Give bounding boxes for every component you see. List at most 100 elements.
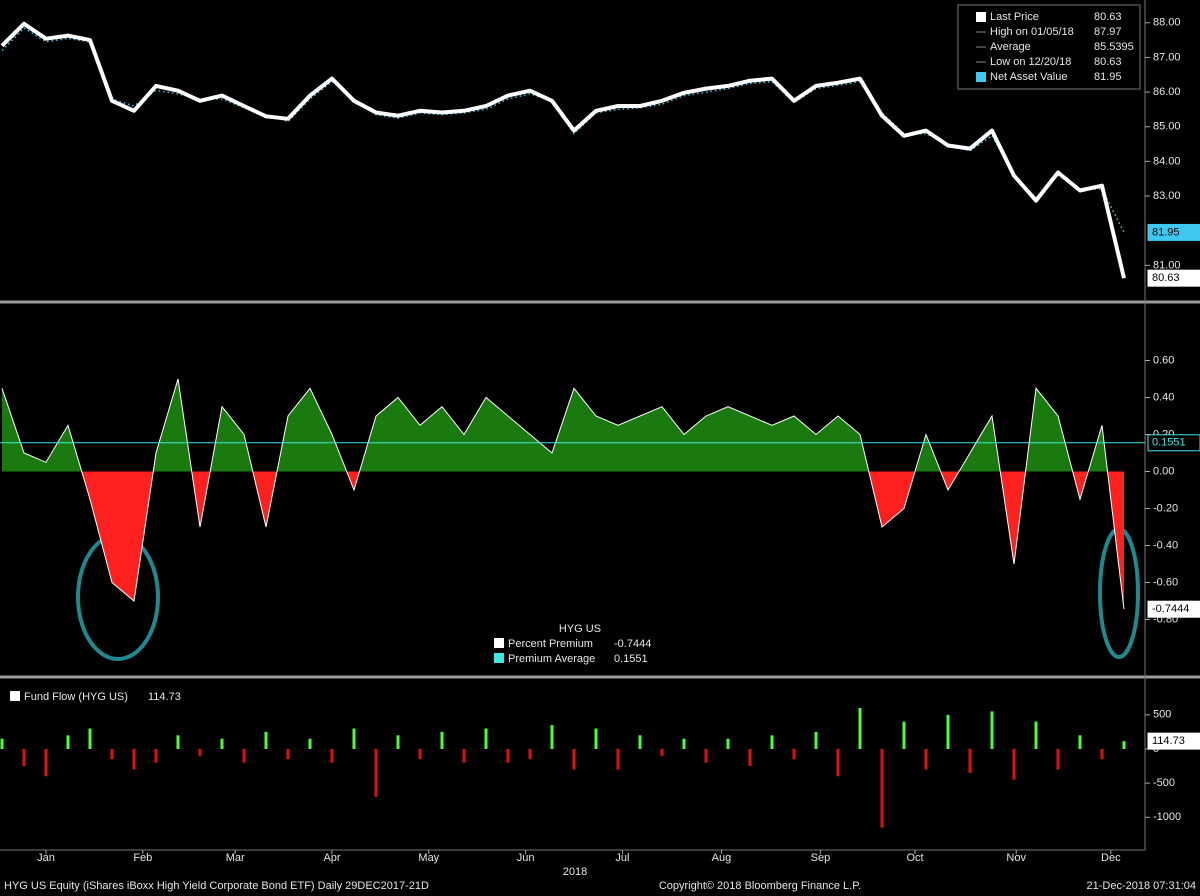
flow-bar (396, 735, 400, 749)
premium-area-positive (2, 379, 1124, 472)
flow-bar (484, 728, 488, 749)
legend-title: HYG US (559, 623, 601, 635)
value-flag-label: 114.73 (1152, 735, 1185, 747)
flow-bar (1078, 735, 1082, 749)
x-tick-label: Nov (1006, 852, 1026, 864)
legend-value: 80.63 (1094, 56, 1122, 68)
value-flag-label: 80.63 (1152, 272, 1180, 284)
flow-bar (132, 748, 136, 770)
x-axis-label: 2018 (563, 866, 587, 878)
legend-label: Net Asset Value (990, 71, 1067, 83)
flow-bar (286, 748, 290, 760)
value-flag (1147, 600, 1200, 618)
value-flag-label: 81.95 (1152, 226, 1180, 238)
flow-bar (550, 725, 554, 749)
flow-bar (154, 748, 158, 763)
flow-bar (330, 748, 334, 763)
flow-bar (88, 728, 92, 749)
flow-bar (1100, 748, 1104, 760)
flow-bar (418, 748, 422, 760)
legend-value: 87.97 (1094, 26, 1122, 38)
flow-bar (682, 738, 686, 749)
flow-bar (110, 748, 114, 760)
flow-bar (814, 731, 818, 749)
legend-swatch (10, 691, 20, 701)
y-tick-label: 500 (1153, 709, 1171, 721)
flow-bar (946, 714, 950, 749)
x-tick-label: Feb (133, 852, 152, 864)
x-tick-label: Aug (712, 852, 732, 864)
legend-label: Percent Premium (508, 638, 593, 650)
flow-bar (1122, 741, 1126, 749)
flow-bar (792, 748, 796, 760)
value-flag (1147, 269, 1200, 287)
flow-bar (220, 738, 224, 749)
flow-bar (440, 731, 444, 749)
x-tick-label: Mar (226, 852, 245, 864)
x-tick-label: Oct (906, 852, 923, 864)
legend-value: 0.1551 (614, 653, 648, 665)
footer-left: HYG US Equity (iShares iBoxx High Yield … (4, 880, 429, 892)
legend-swatch (494, 638, 504, 648)
flow-bar (308, 738, 312, 749)
y-tick-label: 83.00 (1153, 190, 1181, 202)
premium-line (1, 378, 1125, 610)
flow-bar (0, 738, 4, 749)
flow-bar (594, 728, 598, 749)
flow-bar (858, 708, 862, 749)
flow-bar (352, 728, 356, 749)
footer-center: Copyright© 2018 Bloomberg Finance L.P. (659, 880, 861, 892)
flow-bar (726, 738, 730, 749)
flow-bar (748, 748, 752, 767)
flow-bar (616, 748, 620, 770)
x-tick-label: Jan (37, 852, 55, 864)
flow-bar (1012, 748, 1016, 780)
legend-label: Last Price (990, 11, 1039, 23)
flow-bar (506, 748, 510, 763)
x-tick-label: Sep (811, 852, 831, 864)
flow-bar (264, 731, 268, 749)
y-tick-label: 84.00 (1153, 155, 1181, 167)
value-flag-label: -0.7444 (1152, 603, 1189, 615)
legend-box (957, 4, 1141, 90)
flow-bar (198, 748, 202, 756)
legend-label: High on 01/05/18 (990, 26, 1074, 38)
y-tick-label: 0.00 (1153, 465, 1174, 477)
y-tick-label: 86.00 (1153, 86, 1181, 98)
y-tick-label: -0.60 (1153, 576, 1178, 588)
value-flag (1147, 223, 1200, 241)
y-tick-label: -500 (1153, 777, 1175, 789)
flow-bar (22, 748, 26, 767)
flow-bar (880, 748, 884, 828)
price-line (0, 21, 1126, 279)
legend-value: 81.95 (1094, 71, 1122, 83)
y-tick-label: 0.60 (1153, 354, 1174, 366)
flow-bar (638, 735, 642, 749)
legend-value: 85.5395 (1094, 41, 1134, 53)
x-tick-label: May (418, 852, 439, 864)
y-tick-label: -1000 (1153, 811, 1181, 823)
flow-bar (462, 748, 466, 763)
legend-value: -0.7444 (614, 638, 651, 650)
flow-bar (704, 748, 708, 763)
value-flag (1147, 732, 1200, 750)
footer-right: 21-Dec-2018 07:31:04 (1087, 880, 1196, 892)
flow-bar (924, 748, 928, 770)
y-tick-label: -0.40 (1153, 539, 1178, 551)
y-tick-label: -0.20 (1153, 502, 1178, 514)
flow-bar (572, 748, 576, 770)
flow-bar (44, 748, 48, 777)
value-flag-label: 0.1551 (1152, 437, 1186, 449)
y-tick-label: 81.00 (1153, 259, 1181, 271)
legend-label: Low on 12/20/18 (990, 56, 1071, 68)
y-tick-label: 88.00 (1153, 17, 1181, 29)
x-tick-label: Dec (1101, 852, 1121, 864)
flow-bar (176, 735, 180, 749)
y-tick-label: 85.00 (1153, 121, 1181, 133)
y-tick-label: 0.40 (1153, 391, 1174, 403)
value-flag (1147, 434, 1200, 452)
legend-swatch (976, 12, 986, 22)
premium-area-negative (2, 471, 1124, 610)
flow-bar (374, 748, 378, 797)
